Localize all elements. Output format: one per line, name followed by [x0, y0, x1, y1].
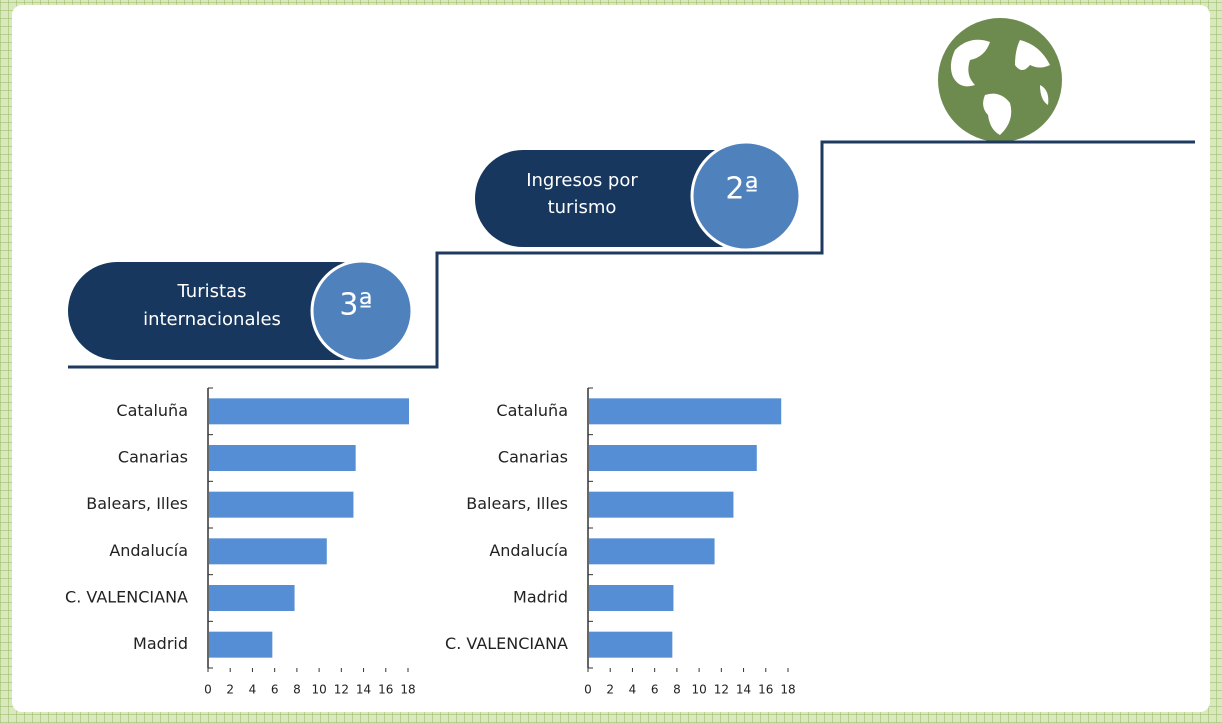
bar: [209, 445, 356, 471]
bar: [209, 585, 295, 611]
x-tick-label: 4: [629, 683, 637, 697]
category-label: Madrid: [133, 634, 188, 653]
x-tick-label: 6: [651, 683, 659, 697]
bar: [589, 491, 734, 518]
bar: [589, 445, 757, 471]
bar: [209, 538, 327, 565]
bar: [589, 585, 674, 611]
x-tick-label: 14: [356, 683, 371, 697]
panel: [12, 5, 1210, 712]
category-label: Cataluña: [496, 401, 568, 420]
x-tick-label: 8: [673, 683, 681, 697]
category-label: Canarias: [118, 448, 188, 467]
x-tick-label: 8: [293, 683, 301, 697]
category-label: C. VALENCIANA: [65, 588, 188, 607]
x-tick-label: 4: [249, 683, 257, 697]
badge-rank: 3ª: [339, 288, 372, 323]
badge-text: Turistas: [177, 281, 247, 302]
badge-rank: 2ª: [725, 172, 758, 207]
bar: [589, 398, 782, 425]
x-tick-label: 14: [736, 683, 751, 697]
category-label: Cataluña: [116, 401, 188, 420]
category-label: Balears, Illes: [466, 494, 568, 513]
category-label: Andalucía: [109, 541, 188, 560]
x-tick-label: 16: [758, 683, 773, 697]
bar: [209, 631, 273, 658]
x-tick-label: 10: [691, 683, 706, 697]
x-tick-label: 12: [334, 683, 349, 697]
x-tick-label: 16: [378, 683, 393, 697]
x-tick-label: 12: [714, 683, 729, 697]
globe: [938, 18, 1062, 142]
category-label: Andalucía: [489, 541, 568, 560]
bar: [209, 491, 354, 518]
badge-text: Ingresos por: [526, 170, 638, 191]
x-tick-label: 6: [271, 683, 279, 697]
x-tick-label: 0: [204, 683, 212, 697]
category-label: C. VALENCIANA: [445, 634, 568, 653]
bar: [209, 398, 409, 425]
badge-text: internacionales: [143, 309, 281, 330]
bar: [589, 631, 673, 658]
x-tick-label: 18: [400, 683, 415, 697]
badge: Turistas internacionales 3ª: [68, 259, 414, 363]
x-tick-label: 0: [584, 683, 592, 697]
badge: Ingresos por turismo 2ª: [475, 140, 802, 252]
bar: [589, 538, 715, 565]
badge-text: turismo: [548, 197, 617, 218]
x-tick-label: 18: [780, 683, 795, 697]
x-tick-label: 2: [226, 683, 234, 697]
x-tick-label: 2: [606, 683, 614, 697]
category-label: Balears, Illes: [86, 494, 188, 513]
staircase: [68, 140, 1195, 369]
x-tick-label: 10: [311, 683, 326, 697]
category-label: Canarias: [498, 448, 568, 467]
category-label: Madrid: [513, 588, 568, 607]
